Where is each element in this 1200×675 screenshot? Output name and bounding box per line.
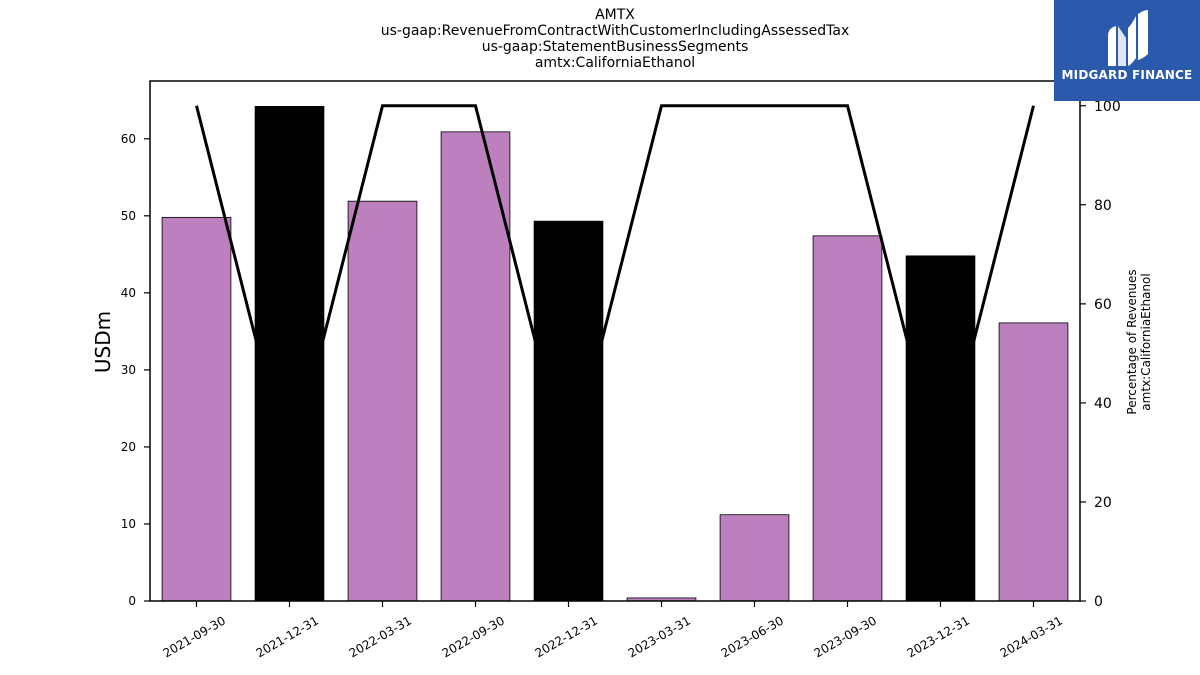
y2-tick-label-20: 20	[1094, 495, 1112, 511]
y-tick-label-40: 40	[121, 286, 136, 300]
line-layer	[195, 104, 1035, 473]
bar-2023-12-31	[905, 255, 976, 602]
plot-frame	[149, 80, 1081, 602]
x-tick-label-2023-03-31: 2023-03-31	[626, 613, 693, 660]
bar-2024-03-31	[998, 322, 1069, 602]
secondary-y-label-line-1: Percentage of Revenues	[1125, 269, 1139, 414]
bar-2022-09-30	[440, 131, 511, 602]
bar-2021-09-30	[161, 216, 232, 602]
y-tick-label-10: 10	[121, 517, 136, 531]
x-tick-label-2023-12-31: 2023-12-31	[905, 613, 972, 660]
x-tick-label-2021-12-31: 2021-12-31	[254, 613, 321, 660]
y2-tick-label-40: 40	[1094, 396, 1112, 412]
title-line-3: us-gaap:StatementBusinessSegments	[481, 39, 749, 55]
y2-tick-label-100: 100	[1094, 99, 1121, 115]
secondary-y-axis-label: Percentage of Revenues amtx:CaliforniaEt…	[1125, 269, 1153, 414]
bar-2022-12-31	[533, 220, 604, 602]
y-tick-label-50: 50	[121, 209, 136, 223]
x-tick-label-2024-03-31: 2024-03-31	[998, 613, 1065, 660]
percentage-line	[195, 104, 1035, 473]
title-line-1: AMTX	[595, 7, 635, 23]
x-tick-label-2023-09-30: 2023-09-30	[812, 613, 879, 660]
bar-2022-03-31	[347, 200, 418, 602]
x-tick-label-2022-03-31: 2022-03-31	[347, 613, 414, 660]
bar-2023-09-30	[812, 235, 883, 602]
x-tick-label-2022-12-31: 2022-12-31	[533, 613, 600, 660]
y-tick-label-30: 30	[121, 363, 136, 377]
y2-tick-label-80: 80	[1094, 198, 1112, 214]
x-tick-label-2023-06-30: 2023-06-30	[719, 613, 786, 660]
bars-layer	[161, 106, 1069, 602]
title-line-4: amtx:CaliforniaEthanol	[534, 55, 696, 71]
x-tick-label-2022-09-30: 2022-09-30	[440, 613, 507, 660]
midgard-logo-icon	[1108, 10, 1148, 66]
bar-2021-12-31	[254, 106, 325, 602]
y-tick-label-20: 20	[121, 440, 136, 454]
y-axis-label: USDm	[91, 311, 115, 373]
logo-text: MIDGARD FINANCE	[1061, 68, 1193, 82]
y2-tick-label-0: 0	[1094, 594, 1103, 610]
y-tick-label-0: 0	[128, 594, 136, 608]
y2-tick-label-60: 60	[1094, 297, 1112, 313]
title-line-2: us-gaap:RevenueFromContractWithCustomerI…	[380, 23, 850, 39]
midgard-finance-logo: MIDGARD FINANCE	[1054, 0, 1200, 101]
x-tick-label-2021-09-30: 2021-09-30	[161, 613, 228, 660]
chart-title: AMTX us-gaap:RevenueFromContractWithCust…	[300, 7, 930, 71]
bar-2023-06-30	[719, 514, 790, 602]
y-tick-label-60: 60	[121, 132, 136, 146]
secondary-y-label-line-2: amtx:CaliforniaEthanol	[1139, 273, 1153, 410]
